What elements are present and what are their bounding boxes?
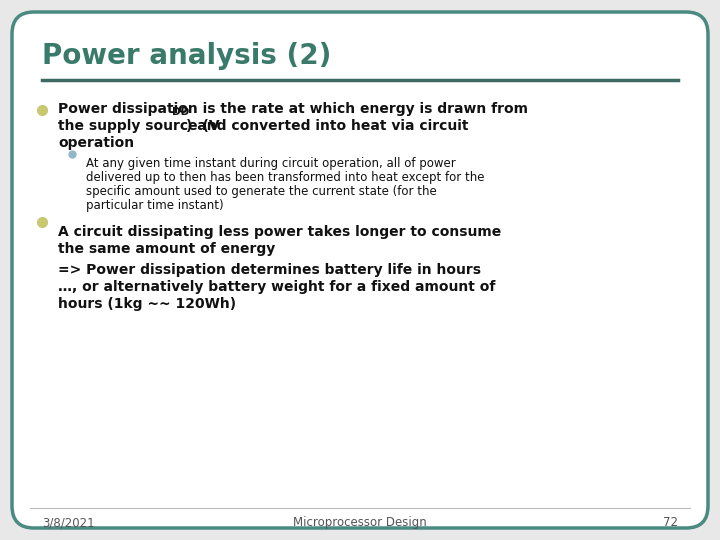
Text: DD: DD bbox=[172, 107, 189, 117]
Text: 3/8/2021: 3/8/2021 bbox=[42, 516, 94, 529]
Text: particular time instant): particular time instant) bbox=[86, 199, 224, 212]
Text: ) and converted into heat via circuit: ) and converted into heat via circuit bbox=[186, 119, 469, 133]
Text: Power dissipation is the rate at which energy is drawn from: Power dissipation is the rate at which e… bbox=[58, 102, 528, 116]
Text: At any given time instant during circuit operation, all of power: At any given time instant during circuit… bbox=[86, 157, 456, 170]
Text: delivered up to then has been transformed into heat except for the: delivered up to then has been transforme… bbox=[86, 171, 485, 184]
Text: => Power dissipation determines battery life in hours: => Power dissipation determines battery … bbox=[58, 263, 481, 277]
Text: hours (1kg ~~ 120Wh): hours (1kg ~~ 120Wh) bbox=[58, 297, 236, 311]
Text: the same amount of energy: the same amount of energy bbox=[58, 242, 275, 256]
Text: the supply source (V: the supply source (V bbox=[58, 119, 220, 133]
Text: 72: 72 bbox=[663, 516, 678, 529]
Text: specific amount used to generate the current state (for the: specific amount used to generate the cur… bbox=[86, 185, 437, 198]
Text: Power analysis (2): Power analysis (2) bbox=[42, 42, 331, 70]
Text: A circuit dissipating less power takes longer to consume: A circuit dissipating less power takes l… bbox=[58, 225, 501, 239]
Text: Microprocessor Design: Microprocessor Design bbox=[293, 516, 427, 529]
Text: operation: operation bbox=[58, 136, 134, 150]
FancyBboxPatch shape bbox=[12, 12, 708, 528]
Text: …, or alternatively battery weight for a fixed amount of: …, or alternatively battery weight for a… bbox=[58, 280, 495, 294]
